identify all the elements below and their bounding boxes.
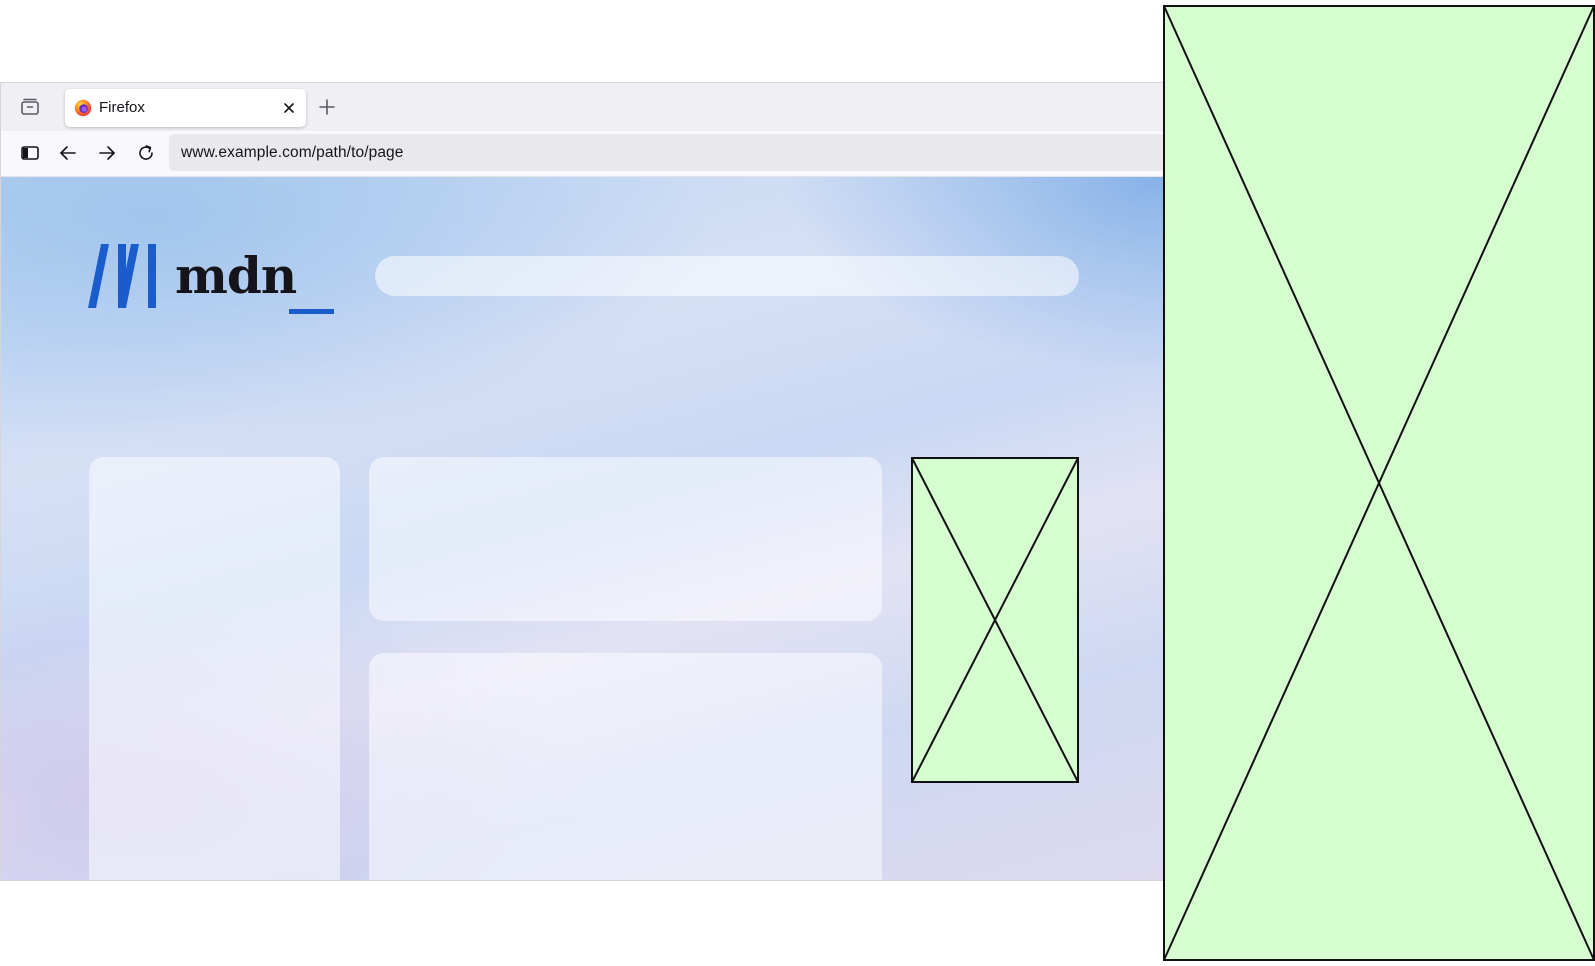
navigation-toolbar: www.example.com/path/to/page	[1, 131, 1165, 177]
firefox-icon	[74, 99, 92, 117]
mdn-logo-text: mdn	[175, 246, 297, 305]
tab-firefox[interactable]: Firefox	[65, 89, 306, 127]
forward-arrow-icon[interactable]	[97, 143, 117, 163]
page-content: mdn	[1, 177, 1165, 880]
reload-icon[interactable]	[136, 143, 156, 163]
tab-list-icon[interactable]	[19, 97, 41, 117]
mdn-logo-mark-icon	[88, 244, 156, 308]
image-placeholder-small	[911, 457, 1079, 783]
browser-window: Firefox	[0, 82, 1165, 881]
address-bar[interactable]: www.example.com/path/to/page	[169, 134, 1165, 171]
content-card-placeholder	[369, 457, 882, 621]
sidebar-icon[interactable]	[20, 143, 40, 163]
sidebar-card-placeholder	[89, 457, 340, 880]
address-bar-url[interactable]: www.example.com/path/to/page	[181, 144, 404, 161]
tab-title: Firefox	[99, 99, 145, 116]
main-content-placeholder	[369, 653, 882, 880]
mdn-logo-underscore	[289, 309, 334, 314]
image-placeholder-large	[1163, 5, 1595, 961]
tab-bar: Firefox	[1, 83, 1165, 131]
close-icon[interactable]	[282, 101, 296, 115]
mdn-logo[interactable]: mdn	[88, 242, 338, 322]
back-arrow-icon[interactable]	[58, 143, 78, 163]
plus-icon[interactable]	[318, 98, 336, 116]
search-bar-placeholder[interactable]	[375, 256, 1079, 296]
